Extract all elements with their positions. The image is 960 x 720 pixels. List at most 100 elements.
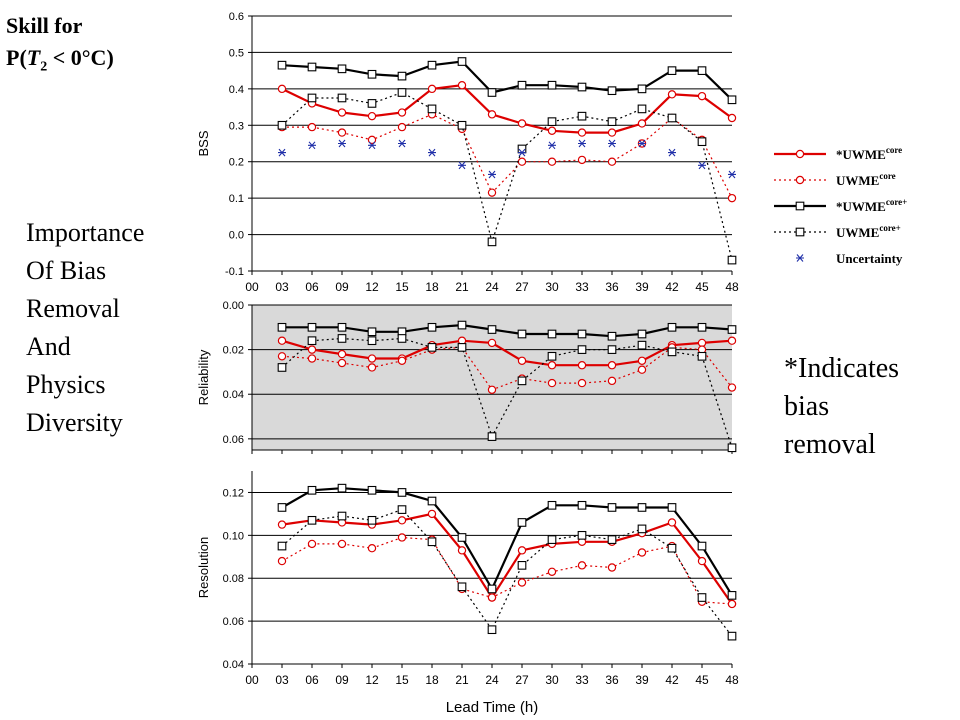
legend-entry: UWMEcore+ [774,223,901,240]
data-point [397,71,407,81]
legend-label: Uncertainty [836,251,903,266]
x-tick-label: 42 [665,673,679,687]
data-point [517,329,527,339]
x-tick-label: 15 [395,280,409,294]
chart-panel-bss: -0.1 0.0 0.1 0.2 0.3 0.4 0.5 0.6 00 03 06 09 12 15 18 2… [196,11,739,294]
data-point [607,503,617,512]
data-point [457,582,467,592]
legend-label: UWMEcore [836,171,896,188]
x-tick-label: 24 [485,673,499,687]
legend-label: *UWMEcore [836,145,902,162]
data-point [458,161,466,170]
data-point [397,533,407,542]
y-tick-label: 0.12 [223,487,244,499]
data-point [307,354,317,363]
data-point [337,108,347,117]
data-point [637,503,647,512]
left-note: Importance Of Bias Removal And Physics D… [26,214,144,442]
y-tick-label: -0.1 [225,266,244,278]
data-point [337,349,347,359]
data-point [667,322,677,332]
data-point [427,343,437,352]
series-solid-red-circle [277,81,737,137]
x-tick-label: 06 [305,673,319,687]
data-point [457,343,467,352]
x-tick-label: 39 [635,280,649,294]
data-point [367,363,377,372]
y-tick-label: 0.0 [229,230,244,242]
series-line [281,337,733,448]
data-point [517,376,527,386]
title-line-2: P(T2 < 0°C) [6,42,114,83]
chart-title: Skill for P(T2 < 0°C) [6,10,114,83]
data-point [397,488,407,497]
x-axis-label: Lead Time (h) [446,699,539,716]
data-point [608,139,616,148]
data-point [517,157,527,166]
data-point [427,104,437,114]
data-point [277,520,287,529]
data-point [277,363,287,372]
left-note-line: Of Bias [26,256,107,285]
data-point [397,505,407,514]
series-line [281,512,733,605]
x-tick-label: 45 [695,280,709,294]
data-point [667,518,677,527]
legend-marker [796,254,804,262]
x-tick-label: 48 [725,673,739,687]
x-tick-label: 33 [575,673,589,687]
y-tick-label: 0.06 [223,434,244,446]
data-point [307,62,317,72]
left-note-line: Importance [26,218,145,247]
series-dotted-black-square [277,88,737,265]
x-tick-label: 12 [365,280,379,294]
data-point [728,170,736,179]
left-note-line: Diversity [26,408,123,437]
data-point [607,128,617,137]
y-axis-label: Resolution [196,537,211,598]
x-tick-label: 21 [455,673,469,687]
x-tick-label: 15 [395,673,409,687]
data-point [727,193,737,203]
data-point [577,530,587,540]
series-line [282,113,733,199]
data-point [487,237,497,247]
data-point [427,322,437,332]
data-point [548,141,556,150]
data-point [547,500,557,510]
chart-panel-resolution: 0.04 0.06 0.08 0.10 0.12 00 03 06 09 12 15 18 21 24 27… [196,471,739,716]
y-axis-label: Reliability [196,349,211,405]
data-point [457,57,467,66]
data-point [367,69,377,79]
data-point [697,66,707,75]
data-point [727,325,737,334]
title-suffix: < 0°C) [47,45,114,70]
x-tick-label: 09 [335,673,349,687]
data-point [607,117,617,126]
data-point [277,503,287,512]
data-point [487,625,497,635]
legend-entry: UWMEcore [774,171,896,188]
data-point [637,329,647,339]
data-point [517,578,527,587]
data-point [577,378,587,388]
data-point [428,148,436,157]
data-point [638,139,646,148]
series-dotted-black-square [277,334,737,453]
x-tick-label: 36 [605,280,619,294]
data-point [277,541,287,551]
legend-entry: Uncertainty [796,251,903,266]
data-point [307,336,317,346]
data-point [367,515,377,525]
x-tick-label: 27 [515,280,529,294]
data-point [697,556,707,566]
data-point [577,82,587,92]
data-point [308,141,316,150]
data-point [727,255,737,265]
data-point [697,137,707,147]
y-tick-label: 0.6 [229,11,244,23]
data-point [367,135,377,145]
data-point [397,356,407,365]
data-point [367,354,377,363]
data-point [307,345,317,354]
